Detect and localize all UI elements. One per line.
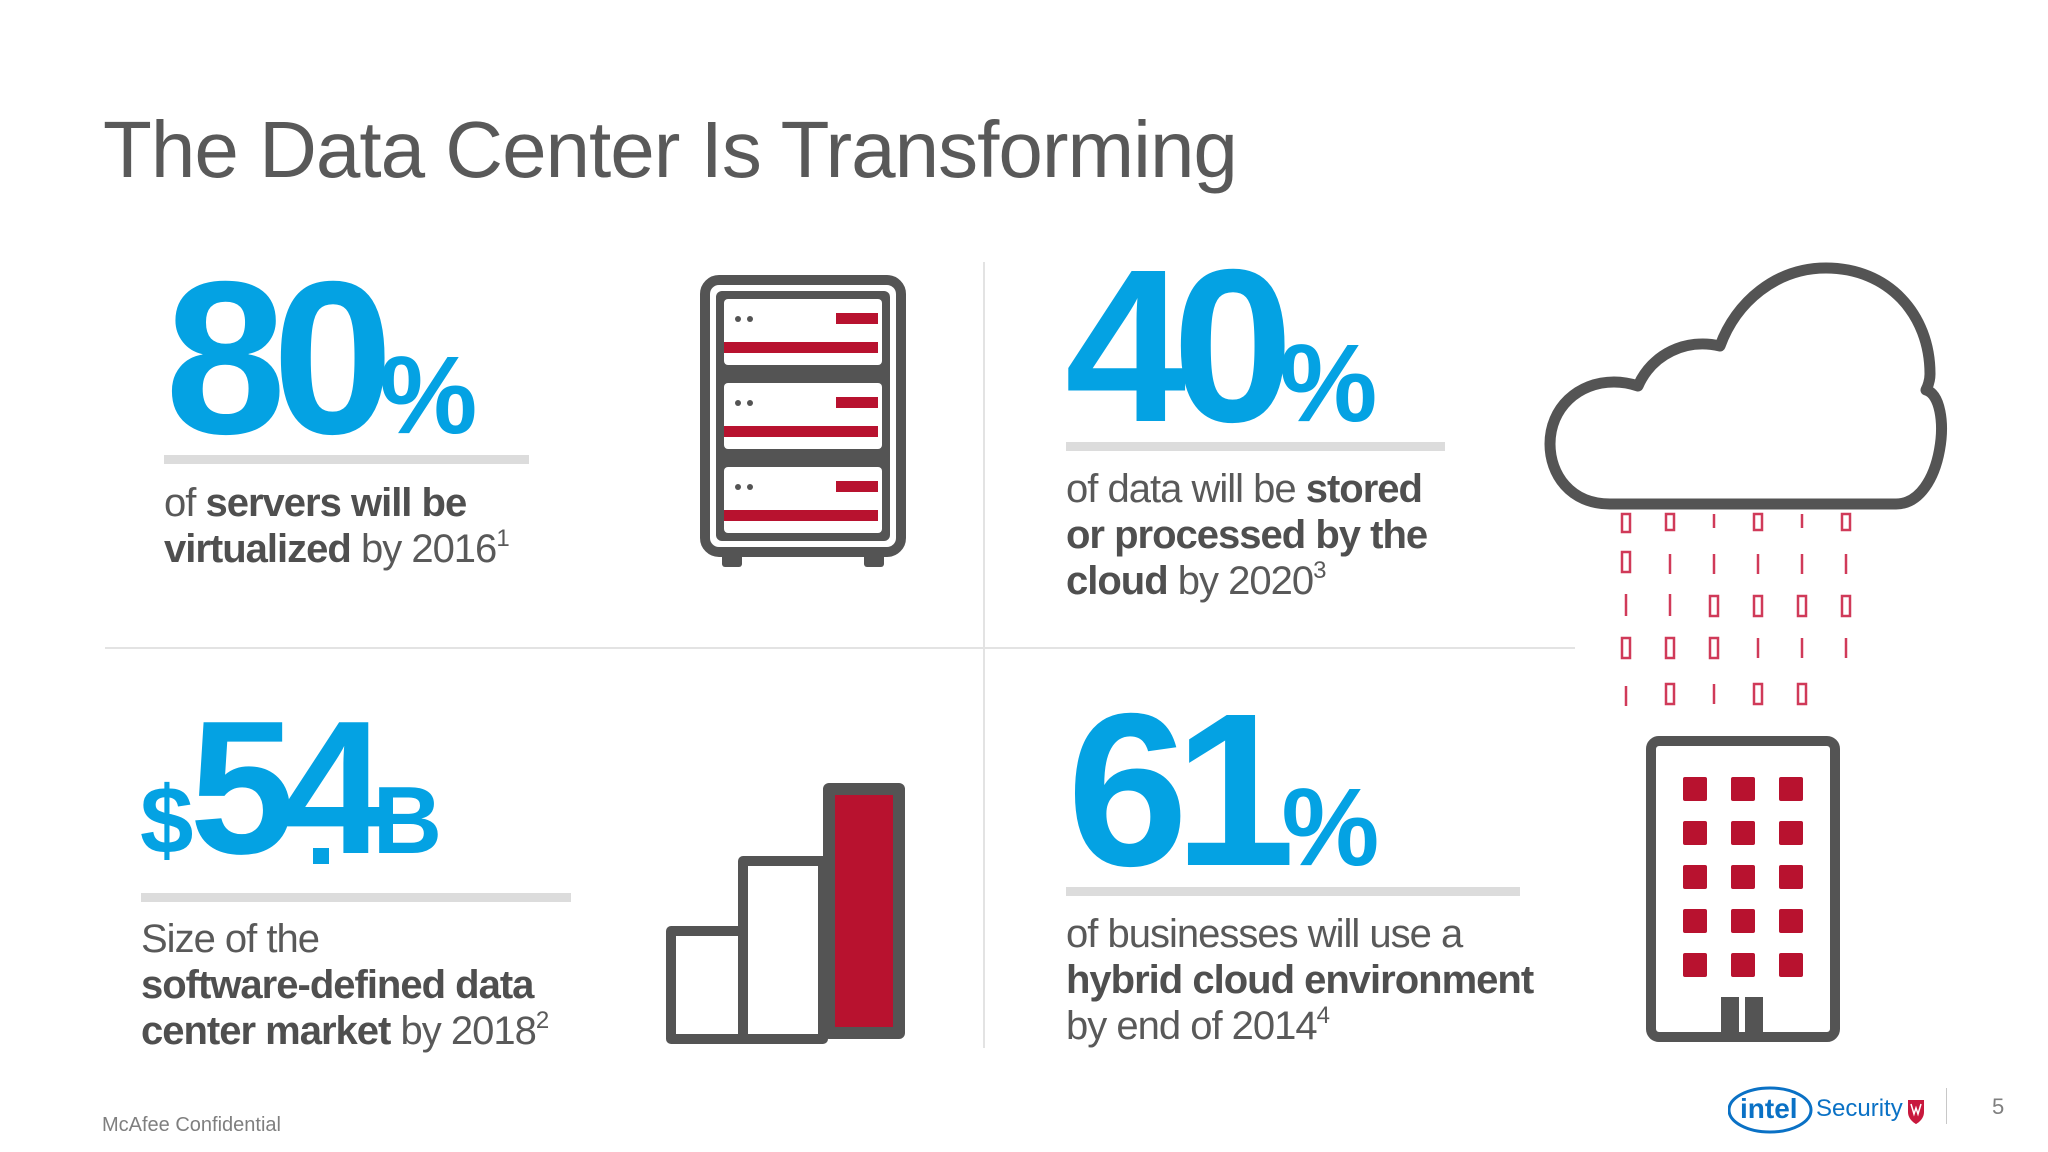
confidential-label: McAfee Confidential xyxy=(102,1114,281,1136)
emphasis-text: hybrid cloud environment xyxy=(1066,958,1534,1002)
emphasis-text: cloud xyxy=(1066,559,1169,603)
stat-54b-number: $54B xyxy=(140,693,442,883)
logo-product-text: Security xyxy=(1816,1095,1903,1122)
stat-61-description: of businesses will use a hybrid cloud env… xyxy=(1066,911,1534,1049)
stat-number: 54 xyxy=(189,682,386,894)
stat-54b-decimal-point xyxy=(313,848,329,864)
text-run: of businesses will use a xyxy=(1066,912,1463,956)
server-rack-icon xyxy=(700,275,906,567)
footnote-ref: 4 xyxy=(1316,1002,1330,1029)
office-building-icon xyxy=(1646,736,1840,1042)
emphasis-text: or processed by the xyxy=(1066,513,1428,557)
description-line: center market by 20182 xyxy=(141,1007,549,1054)
description-line: or processed by the xyxy=(1066,512,1428,558)
text-run: Size of the xyxy=(141,917,320,961)
vertical-divider xyxy=(983,262,985,1048)
description-line: virtualized by 20161 xyxy=(164,525,510,572)
description-line: Size of the xyxy=(141,916,548,962)
text-run: by 2020 xyxy=(1167,559,1314,603)
text-run: of xyxy=(164,481,206,525)
description-line: by end of 20144 xyxy=(1066,1003,1533,1049)
text-run: by 2016 xyxy=(350,527,497,571)
description-line: cloud by 20203 xyxy=(1066,558,1427,604)
description-line: hybrid cloud environment xyxy=(1066,957,1534,1003)
logo-brand-text: intel xyxy=(1740,1093,1798,1124)
footnote-ref: 2 xyxy=(535,1007,549,1034)
emphasis-text: virtualized xyxy=(164,527,352,571)
text-run: of data will be xyxy=(1066,467,1306,511)
stat-40-rule xyxy=(1066,442,1445,451)
stat-40-description: of data will be stored or processed by th… xyxy=(1066,466,1428,604)
stat-unit: % xyxy=(1281,766,1380,889)
stat-80-rule xyxy=(164,455,529,464)
stat-unit: B xyxy=(372,767,443,874)
stat-40-number: 40% xyxy=(1065,238,1377,456)
emphasis-text: servers will be xyxy=(205,481,467,525)
text-run: by end of 2014 xyxy=(1066,1004,1318,1048)
description-line: of data will be stored xyxy=(1066,466,1427,512)
stat-prefix: $ xyxy=(140,767,193,874)
emphasis-text: center market xyxy=(141,1009,391,1053)
cloud-data-rain-icon xyxy=(1544,262,1947,706)
stat-54b-description: Size of the software-defined data center m… xyxy=(141,916,549,1054)
description-line: of businesses will use a xyxy=(1066,911,1533,957)
stat-unit: % xyxy=(379,334,478,457)
footnote-ref: 1 xyxy=(496,525,509,552)
stat-61-number: 61% xyxy=(1067,682,1379,900)
stat-number: 40 xyxy=(1065,225,1294,468)
stat-54b-rule xyxy=(141,893,571,902)
footer-separator xyxy=(1946,1088,1947,1124)
page-number: 5 xyxy=(1992,1094,2005,1119)
footnote-ref: 3 xyxy=(1313,557,1326,584)
emphasis-text: software-defined data xyxy=(141,963,534,1007)
intel-security-logo: intel Security xyxy=(1728,1086,1924,1134)
bar-chart-icon xyxy=(666,783,905,1044)
description-line: software-defined data xyxy=(141,962,548,1008)
emphasis-text: stored xyxy=(1305,467,1423,511)
stat-61-rule xyxy=(1066,887,1520,896)
horizontal-divider xyxy=(105,647,1575,649)
stat-80-number: 80% xyxy=(165,250,477,468)
text-run: by 2018 xyxy=(390,1009,536,1053)
description-line: of servers will be xyxy=(164,480,509,526)
stat-unit: % xyxy=(1279,322,1378,445)
stat-number: 80 xyxy=(165,237,394,480)
stat-number: 61 xyxy=(1067,669,1296,912)
page-title: The Data Center Is Transforming xyxy=(103,105,1238,194)
stat-80-description: of servers will be virtualized by 20161 xyxy=(164,480,510,572)
